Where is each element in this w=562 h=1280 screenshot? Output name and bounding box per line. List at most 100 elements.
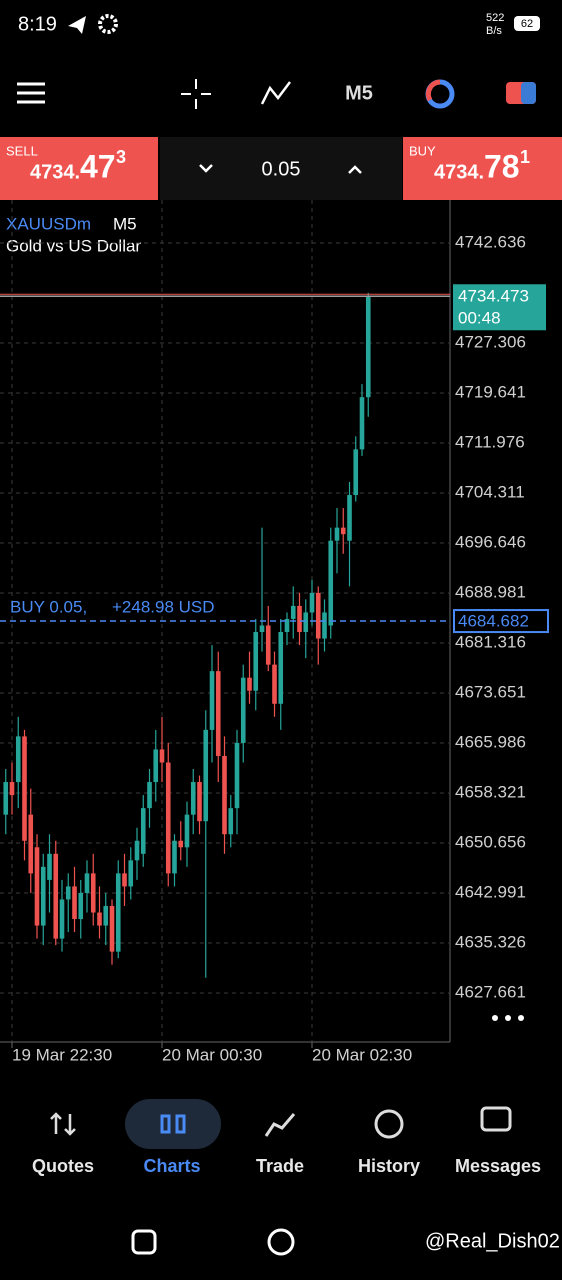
x-tick-label: 19 Mar 22:30 bbox=[12, 1045, 112, 1064]
candle-body bbox=[103, 905, 109, 926]
candle-body bbox=[128, 860, 134, 887]
candle-body bbox=[272, 664, 277, 704]
y-tick-label: 4658.321 bbox=[455, 782, 526, 801]
candle-body bbox=[222, 755, 227, 835]
candle-body bbox=[53, 853, 59, 939]
y-tick-label: 4688.981 bbox=[455, 582, 526, 601]
menu-button[interactable] bbox=[17, 82, 45, 104]
timeframe-button[interactable]: M5 bbox=[345, 82, 373, 104]
candle-body bbox=[28, 814, 34, 874]
candle-body bbox=[72, 886, 77, 920]
candle-body bbox=[47, 853, 52, 880]
candle-body bbox=[165, 762, 171, 874]
trade-icon bbox=[264, 1113, 296, 1137]
buy-label: BUY bbox=[409, 143, 436, 158]
net-speed: 522 bbox=[486, 12, 504, 24]
messages-icon bbox=[480, 1106, 512, 1132]
candle-body bbox=[178, 840, 184, 848]
candle-body bbox=[78, 892, 84, 920]
bid-price-box bbox=[453, 284, 546, 331]
candle-body bbox=[215, 671, 221, 756]
candle-body bbox=[197, 782, 202, 822]
volume-up[interactable] bbox=[348, 165, 362, 174]
home-button[interactable] bbox=[267, 1228, 295, 1256]
sell-price-big: 47 bbox=[80, 148, 116, 184]
sell-label: SELL bbox=[6, 143, 38, 158]
nav-tab[interactable]: Trade bbox=[256, 1156, 304, 1176]
sell-price: 4734. bbox=[30, 161, 80, 183]
candle-body bbox=[90, 873, 96, 913]
watermark: @Real_Dish02 bbox=[425, 1230, 560, 1252]
volume[interactable]: 0.05 bbox=[262, 158, 301, 180]
buy-price-sup: 1 bbox=[520, 147, 530, 167]
battery bbox=[514, 16, 540, 31]
candle-body bbox=[228, 808, 234, 835]
candle-body bbox=[284, 618, 290, 633]
buy-price-big: 78 bbox=[484, 148, 520, 184]
position-price-box bbox=[453, 609, 549, 634]
bid-price-label: 4734.473 bbox=[458, 287, 529, 306]
position-label: BUY 0.05, bbox=[10, 598, 87, 617]
trading-icon-part bbox=[425, 79, 441, 102]
nav-tab[interactable]: Charts bbox=[143, 1156, 200, 1176]
candle-body bbox=[184, 814, 190, 848]
nav-tab[interactable]: Messages bbox=[455, 1156, 541, 1176]
charts-icon bbox=[160, 1114, 186, 1134]
candle-body bbox=[265, 625, 271, 665]
active-tab-bg bbox=[125, 1099, 221, 1149]
candle-body bbox=[147, 782, 152, 809]
candle-body bbox=[40, 866, 46, 926]
candle-body bbox=[153, 749, 159, 783]
more-button[interactable] bbox=[492, 1015, 524, 1021]
nav-tab[interactable]: Quotes bbox=[32, 1156, 94, 1176]
candle-body bbox=[134, 840, 140, 861]
y-tick-label: 4665.986 bbox=[455, 732, 526, 751]
candle-body bbox=[365, 296, 371, 398]
volume-down[interactable] bbox=[199, 164, 213, 173]
y-tick-label: 4727.306 bbox=[455, 332, 526, 351]
recents-button[interactable] bbox=[131, 1229, 157, 1255]
indicators-button[interactable] bbox=[260, 81, 291, 105]
y-tick-label: 4673.651 bbox=[455, 682, 526, 701]
x-tick-label: 20 Mar 02:30 bbox=[312, 1045, 412, 1064]
candle-body bbox=[247, 677, 252, 691]
nav-tab[interactable]: History bbox=[358, 1156, 420, 1176]
candle-body bbox=[234, 742, 240, 809]
candle-body bbox=[22, 736, 27, 841]
candle-body bbox=[65, 886, 71, 900]
clock: 8:19 bbox=[18, 13, 57, 35]
y-tick-label: 4635.326 bbox=[455, 932, 526, 951]
candle-body bbox=[297, 605, 302, 633]
one-click-part bbox=[521, 82, 536, 104]
bar-timer: 00:48 bbox=[458, 309, 501, 328]
y-tick-label: 4696.646 bbox=[455, 532, 526, 551]
history-icon bbox=[374, 1109, 404, 1139]
quotes-icon bbox=[50, 1112, 76, 1136]
candle-body bbox=[122, 873, 127, 887]
symbol[interactable]: XAUUSDm bbox=[6, 214, 91, 233]
crosshair-button[interactable] bbox=[181, 79, 211, 109]
y-tick-label: 4650.656 bbox=[455, 832, 526, 851]
candle-body bbox=[309, 592, 315, 613]
candle-body bbox=[315, 592, 321, 639]
x-tick-label: 20 Mar 00:30 bbox=[162, 1045, 262, 1064]
candle-body bbox=[84, 873, 90, 893]
buy-price: 4734. bbox=[434, 161, 484, 183]
y-tick-label: 4711.976 bbox=[455, 432, 525, 451]
y-tick-label: 4627.661 bbox=[455, 982, 526, 1001]
candle-body bbox=[34, 847, 40, 926]
candle-body bbox=[278, 632, 284, 704]
y-tick-label: 4681.316 bbox=[455, 632, 526, 651]
settings-icon bbox=[98, 14, 118, 34]
sell-price-sup: 3 bbox=[116, 147, 126, 167]
candle-body bbox=[172, 840, 177, 874]
candle-body bbox=[253, 632, 259, 691]
candle-body bbox=[303, 612, 309, 633]
buy-button[interactable] bbox=[403, 137, 562, 200]
candle-body bbox=[240, 677, 246, 743]
candle-body bbox=[334, 527, 340, 541]
sell-button[interactable] bbox=[0, 137, 158, 200]
candle-body bbox=[340, 527, 346, 535]
